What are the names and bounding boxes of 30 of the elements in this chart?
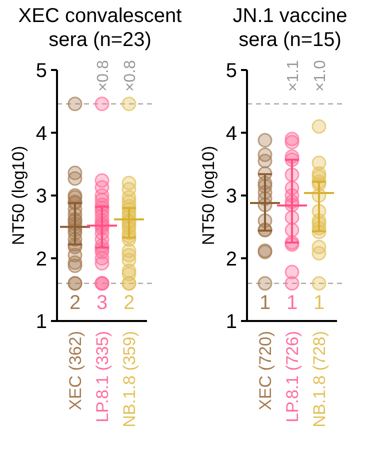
annotation: ×1.0	[312, 60, 329, 92]
y-tick-label: 4	[226, 122, 237, 145]
y-tick-label: 4	[36, 122, 47, 145]
x-tick-label: NB.1.8 (728)	[310, 331, 329, 428]
annotation: ×1.1	[285, 60, 302, 92]
annotation: ×0.8	[122, 60, 139, 92]
x-tick-label: NB.1.8 (359)	[120, 331, 139, 428]
y-tick-label: 5	[36, 60, 47, 82]
y-tick-label: 1	[226, 311, 237, 333]
x-tick-label: LP.8.1 (335)	[93, 331, 112, 422]
y-tick-label: 5	[226, 60, 237, 82]
y-tick-label: 2	[36, 248, 47, 270]
x-tick-label: XEC (720)	[256, 331, 275, 410]
y-axis-title: NT50 (log10)	[9, 146, 28, 246]
y-tick-label: 2	[226, 248, 237, 270]
chart-title: JN.1 vaccine sera (n=15)	[232, 5, 348, 51]
x-tick-label: XEC (362)	[66, 331, 85, 410]
annotation: 1	[286, 292, 298, 314]
annotation: 1	[259, 292, 271, 314]
annotation: 1	[313, 292, 325, 314]
annotation: 2	[69, 292, 81, 314]
x-tick-label: LP.8.1 (726)	[283, 331, 302, 422]
annotation: ×0.8	[95, 60, 112, 92]
annotation: 2	[123, 292, 135, 314]
chart-title: XEC convalescent sera (n=23)	[18, 5, 182, 51]
annotation: 3	[96, 292, 108, 314]
y-tick-label: 3	[226, 186, 237, 208]
y-tick-label: 3	[36, 186, 47, 208]
y-axis-title: NT50 (log10)	[199, 146, 218, 246]
y-tick-label: 1	[36, 311, 47, 333]
